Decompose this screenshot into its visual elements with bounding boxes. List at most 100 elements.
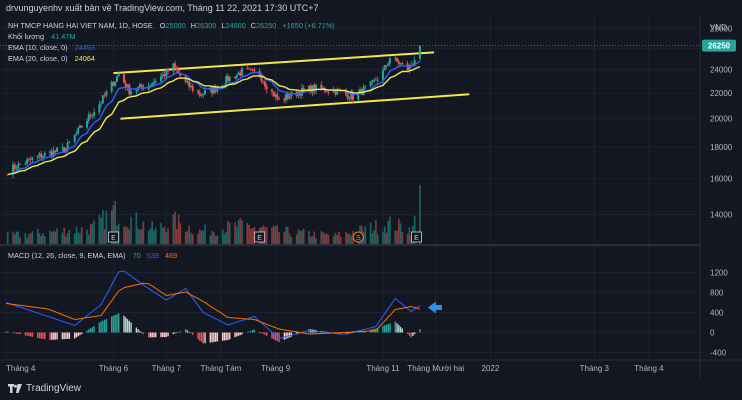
macd-histogram-bar <box>234 332 236 338</box>
macd-histogram-bar <box>264 332 266 335</box>
candle-body <box>128 84 131 95</box>
volume-bar <box>73 233 76 245</box>
macd-pane <box>5 270 442 344</box>
macd-histogram-bar <box>237 332 240 336</box>
candle-body <box>61 147 64 148</box>
time-tick-label: Tháng 6 <box>99 364 129 373</box>
macd-histogram-bar <box>49 332 51 340</box>
volume-bar <box>68 229 71 245</box>
volume-bar <box>228 222 231 245</box>
macd-histogram-bar <box>236 332 238 337</box>
macd-histogram-bar <box>147 332 150 338</box>
volume-bar <box>43 236 46 245</box>
candle-body <box>302 87 305 90</box>
macd-histogram-bar <box>200 332 203 343</box>
volume-bar <box>190 232 192 245</box>
macd-histogram-bar <box>29 332 32 337</box>
macd-axis[interactable]: 1200 800 400 0 -400 <box>710 269 728 358</box>
volume-bar <box>142 221 145 245</box>
volume-bar <box>322 232 324 245</box>
macd-tick-label: 400 <box>710 309 724 318</box>
price-change: +1650 (+6.71%) <box>282 21 334 30</box>
macd-histogram-bar <box>250 330 252 333</box>
volume-bar <box>278 232 280 245</box>
macd-histogram-bar <box>103 319 106 333</box>
time-tick-label: Tháng Tám <box>201 364 242 373</box>
macd-histogram-bar <box>19 332 21 335</box>
candle-body <box>311 85 314 93</box>
macd-histogram-bar <box>28 332 30 337</box>
volume-bar <box>214 235 217 245</box>
candle-body <box>350 92 353 99</box>
candle-body <box>52 150 55 157</box>
macd-histogram-bar <box>137 329 139 333</box>
symbol-label: NH TMCP HANG HAI VIET NAM, 1D, HOSE <box>8 21 153 30</box>
time-tick-label: Tháng 7 <box>152 364 182 373</box>
volume-bar <box>124 226 127 245</box>
volume-bar <box>383 226 386 245</box>
price-axis[interactable]: VND 280002600024000220002000018000160001… <box>0 17 736 378</box>
volume-bar <box>385 232 388 245</box>
macd-histogram-bar <box>163 332 166 338</box>
candle-body <box>56 147 59 152</box>
volume-bar <box>339 236 342 245</box>
volume-bar <box>79 232 81 245</box>
volume-bar <box>394 230 397 245</box>
macd-histogram-bar <box>118 313 120 333</box>
macd-histogram-bar <box>155 332 157 338</box>
candle-body <box>211 87 214 94</box>
macd-histogram-bar <box>211 332 213 343</box>
macd-histogram-bar <box>188 331 190 333</box>
macd-tick-label: 1200 <box>710 269 728 278</box>
candle-body <box>135 89 138 92</box>
macd-histogram-bar <box>287 332 289 339</box>
volume-bar <box>176 228 178 245</box>
candle-body <box>80 125 83 128</box>
volume-bar <box>382 231 384 245</box>
price-tick-label: 18000 <box>710 143 733 152</box>
macd-histogram-bar <box>251 330 254 333</box>
volume-bar <box>26 237 28 245</box>
time-axis[interactable]: Tháng 4 Tháng 6 Tháng 7 Tháng Tám Tháng 9 Thá… <box>0 359 742 373</box>
macd-histogram-bar <box>290 332 293 337</box>
tradingview-logo[interactable]: TradingView <box>8 383 81 394</box>
macd-histogram-bar <box>278 332 280 342</box>
candle-body <box>376 79 379 81</box>
candle-body <box>140 84 143 88</box>
candle-body <box>336 89 339 95</box>
candle-body <box>270 89 273 92</box>
price-tick-label: 20000 <box>710 115 733 124</box>
volume-bar <box>123 226 125 245</box>
macd-histogram-bar <box>66 332 69 339</box>
ema20-legend: EMA (20, close, 0) 24064 <box>8 54 95 63</box>
macd-histogram-bar <box>88 329 90 333</box>
macd-histogram-bar <box>15 332 18 334</box>
macd-histogram-bar <box>100 321 102 333</box>
macd-histogram-bar <box>204 332 206 344</box>
volume-bar <box>56 228 58 245</box>
macd-histogram-bar <box>140 332 143 334</box>
volume-bar <box>126 227 129 245</box>
macd-histogram-bar <box>149 332 152 338</box>
macd-line <box>5 270 421 340</box>
candle-body <box>408 64 411 70</box>
candle-body <box>105 91 108 96</box>
volume-bar <box>140 229 143 245</box>
candle-body <box>19 163 22 165</box>
candle-body <box>66 142 69 149</box>
candle-body <box>364 86 367 88</box>
macd-histogram-bar <box>112 315 115 333</box>
volume-bar <box>61 232 64 245</box>
macd-histogram-bar <box>229 332 231 340</box>
volume-bar <box>167 228 169 245</box>
macd-histogram-bar <box>262 332 264 334</box>
candle-body <box>73 134 76 142</box>
macd-histogram-bar <box>209 332 212 343</box>
ohlc-open-key: O <box>160 21 166 30</box>
volume-bar <box>50 231 53 245</box>
macd-histogram-bar <box>139 330 141 333</box>
macd-histogram-bar <box>382 325 384 333</box>
volume-bar <box>332 236 335 245</box>
